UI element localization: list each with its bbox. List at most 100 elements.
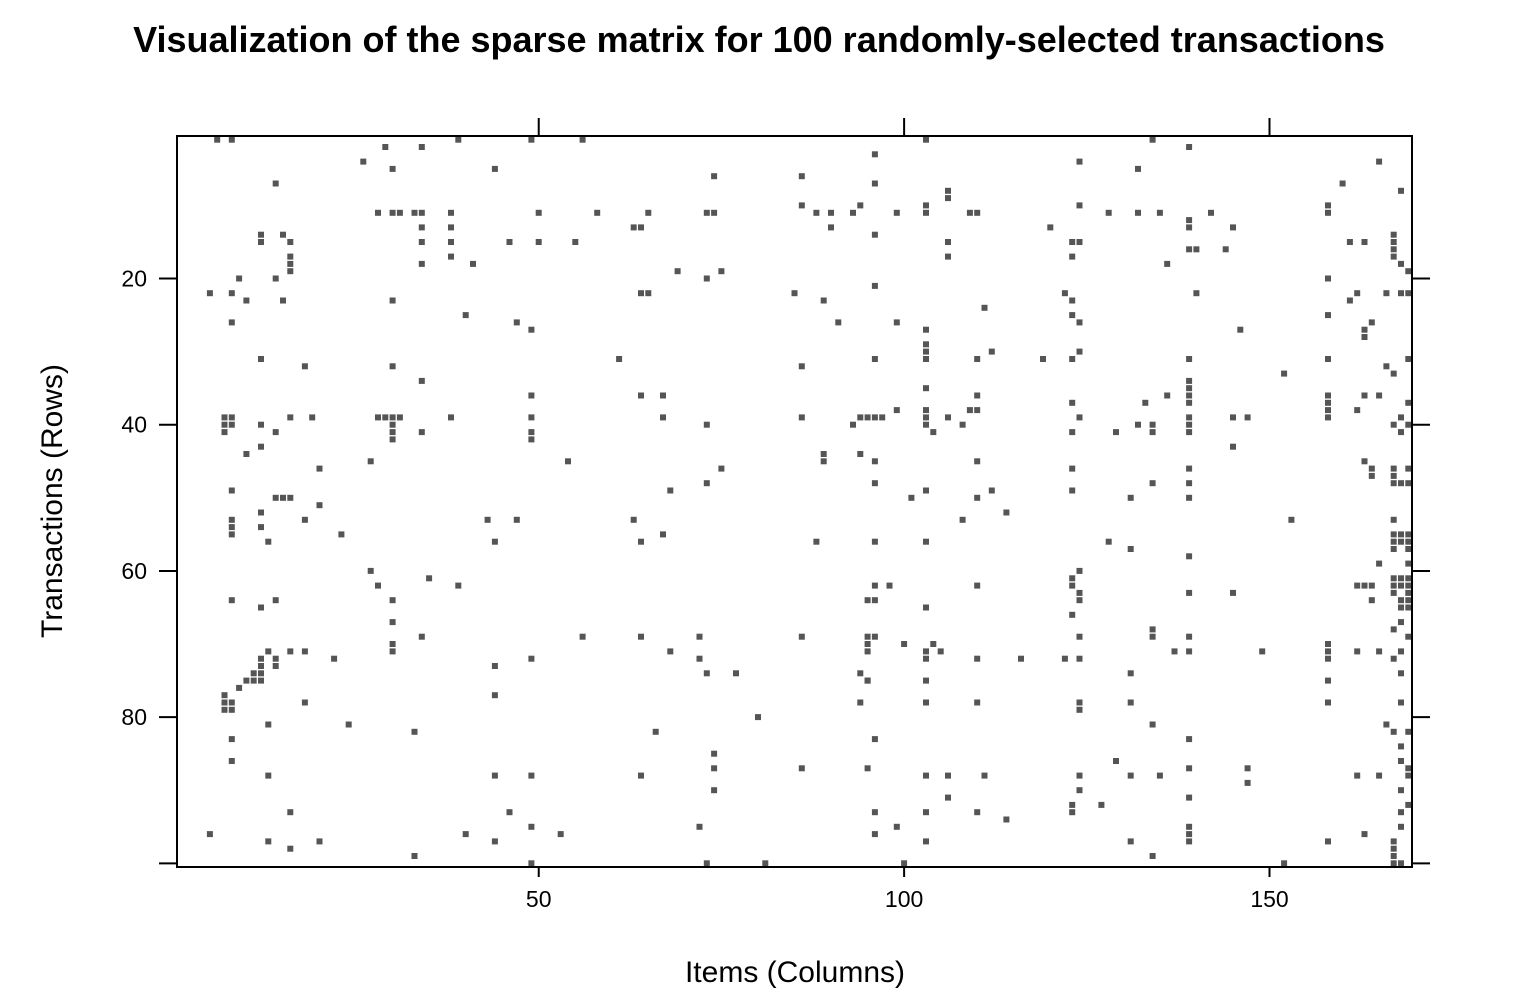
matrix-cell bbox=[864, 677, 871, 684]
matrix-cell bbox=[638, 633, 644, 640]
matrix-cell bbox=[1390, 480, 1397, 487]
matrix-cell bbox=[1398, 429, 1404, 436]
matrix-cell bbox=[1390, 860, 1397, 867]
matrix-cell bbox=[1398, 809, 1404, 816]
matrix-cell bbox=[272, 180, 279, 187]
matrix-cell bbox=[528, 392, 535, 399]
matrix-cell bbox=[1398, 670, 1404, 677]
matrix-cell bbox=[258, 421, 264, 428]
matrix-cell bbox=[1076, 567, 1083, 574]
matrix-cell bbox=[528, 429, 535, 436]
chart-title: Visualization of the sparse matrix for 1… bbox=[133, 19, 1385, 60]
matrix-cell bbox=[1390, 465, 1397, 472]
matrix-cell bbox=[287, 494, 294, 501]
y-tick-label: 80 bbox=[121, 704, 147, 730]
matrix-cell bbox=[974, 392, 981, 399]
matrix-cell bbox=[1390, 516, 1397, 523]
matrix-cell bbox=[1105, 209, 1112, 216]
matrix-cell bbox=[528, 860, 535, 867]
matrix-cell bbox=[228, 706, 235, 713]
matrix-cell bbox=[250, 677, 257, 684]
matrix-cell bbox=[228, 699, 235, 706]
matrix-cell bbox=[1076, 706, 1083, 713]
matrix-cell bbox=[258, 655, 264, 662]
matrix-cell bbox=[301, 648, 308, 655]
matrix-cell bbox=[798, 414, 805, 421]
matrix-cell bbox=[1186, 823, 1193, 830]
matrix-cell bbox=[1105, 538, 1112, 545]
matrix-cell bbox=[375, 209, 381, 216]
matrix-cell bbox=[1186, 385, 1193, 392]
matrix-cell bbox=[272, 655, 279, 662]
matrix-cell bbox=[674, 268, 681, 275]
matrix-cell bbox=[1069, 239, 1076, 245]
matrix-cell bbox=[389, 648, 396, 655]
matrix-cell bbox=[389, 414, 396, 421]
matrix-cell bbox=[974, 356, 981, 362]
matrix-cell bbox=[272, 663, 279, 669]
matrix-cell bbox=[236, 275, 243, 282]
matrix-cell bbox=[1361, 239, 1368, 245]
matrix-cell bbox=[1390, 231, 1397, 238]
matrix-cell bbox=[1361, 458, 1368, 465]
matrix-cell bbox=[396, 209, 403, 216]
matrix-cell bbox=[462, 831, 469, 838]
matrix-cell bbox=[1390, 546, 1397, 552]
matrix-cell bbox=[316, 838, 323, 845]
matrix-cell bbox=[1339, 180, 1346, 187]
matrix-cell bbox=[1383, 290, 1390, 297]
matrix-cell bbox=[338, 531, 345, 538]
matrix-cell bbox=[638, 772, 644, 779]
matrix-cell bbox=[528, 414, 535, 421]
matrix-cell bbox=[1069, 809, 1076, 816]
matrix-cell bbox=[287, 414, 294, 421]
matrix-cell bbox=[1325, 699, 1331, 706]
matrix-cell bbox=[1069, 487, 1076, 494]
matrix-cell bbox=[791, 290, 798, 297]
matrix-cell bbox=[871, 809, 878, 816]
matrix-cell bbox=[1069, 575, 1076, 582]
matrix-cell bbox=[528, 136, 535, 143]
matrix-cell bbox=[1368, 472, 1375, 479]
matrix-cell bbox=[798, 765, 805, 772]
matrix-cell bbox=[1127, 699, 1134, 706]
matrix-cell bbox=[287, 260, 294, 267]
matrix-cell bbox=[1405, 290, 1412, 297]
matrix-cell bbox=[411, 853, 418, 859]
matrix-cell bbox=[660, 392, 666, 399]
matrix-cell bbox=[491, 692, 498, 699]
matrix-cell bbox=[1346, 239, 1353, 245]
matrix-cell bbox=[945, 187, 951, 194]
matrix-cell bbox=[1390, 655, 1397, 662]
matrix-cell bbox=[528, 655, 535, 662]
matrix-cell bbox=[1156, 772, 1163, 779]
matrix-cell bbox=[206, 290, 213, 297]
y-tick-label: 40 bbox=[121, 412, 147, 438]
matrix-cell bbox=[1390, 845, 1397, 852]
matrix-cell bbox=[462, 312, 469, 319]
matrix-cell bbox=[871, 633, 878, 640]
matrix-cell bbox=[280, 494, 286, 501]
matrix-cell bbox=[491, 838, 498, 845]
matrix-cell bbox=[857, 202, 864, 209]
matrix-cell bbox=[1186, 356, 1193, 362]
matrix-cell bbox=[813, 209, 820, 216]
matrix-cell bbox=[1127, 838, 1134, 845]
matrix-cell bbox=[820, 297, 827, 304]
matrix-cell bbox=[572, 239, 579, 245]
matrix-cell bbox=[1354, 648, 1361, 655]
matrix-cell bbox=[660, 531, 666, 538]
matrix-cell bbox=[1076, 655, 1083, 662]
matrix-cell bbox=[1390, 582, 1397, 589]
matrix-cell bbox=[1142, 399, 1149, 406]
x-tick-label: 100 bbox=[885, 886, 923, 912]
matrix-cell bbox=[491, 165, 498, 172]
matrix-cell bbox=[1193, 290, 1200, 297]
matrix-cell bbox=[893, 209, 900, 216]
matrix-cell bbox=[923, 838, 929, 845]
matrix-cell bbox=[974, 809, 981, 816]
matrix-cell bbox=[1259, 648, 1266, 655]
matrix-cell bbox=[258, 356, 264, 362]
matrix-cell bbox=[287, 845, 294, 852]
matrix-cell bbox=[389, 429, 396, 436]
